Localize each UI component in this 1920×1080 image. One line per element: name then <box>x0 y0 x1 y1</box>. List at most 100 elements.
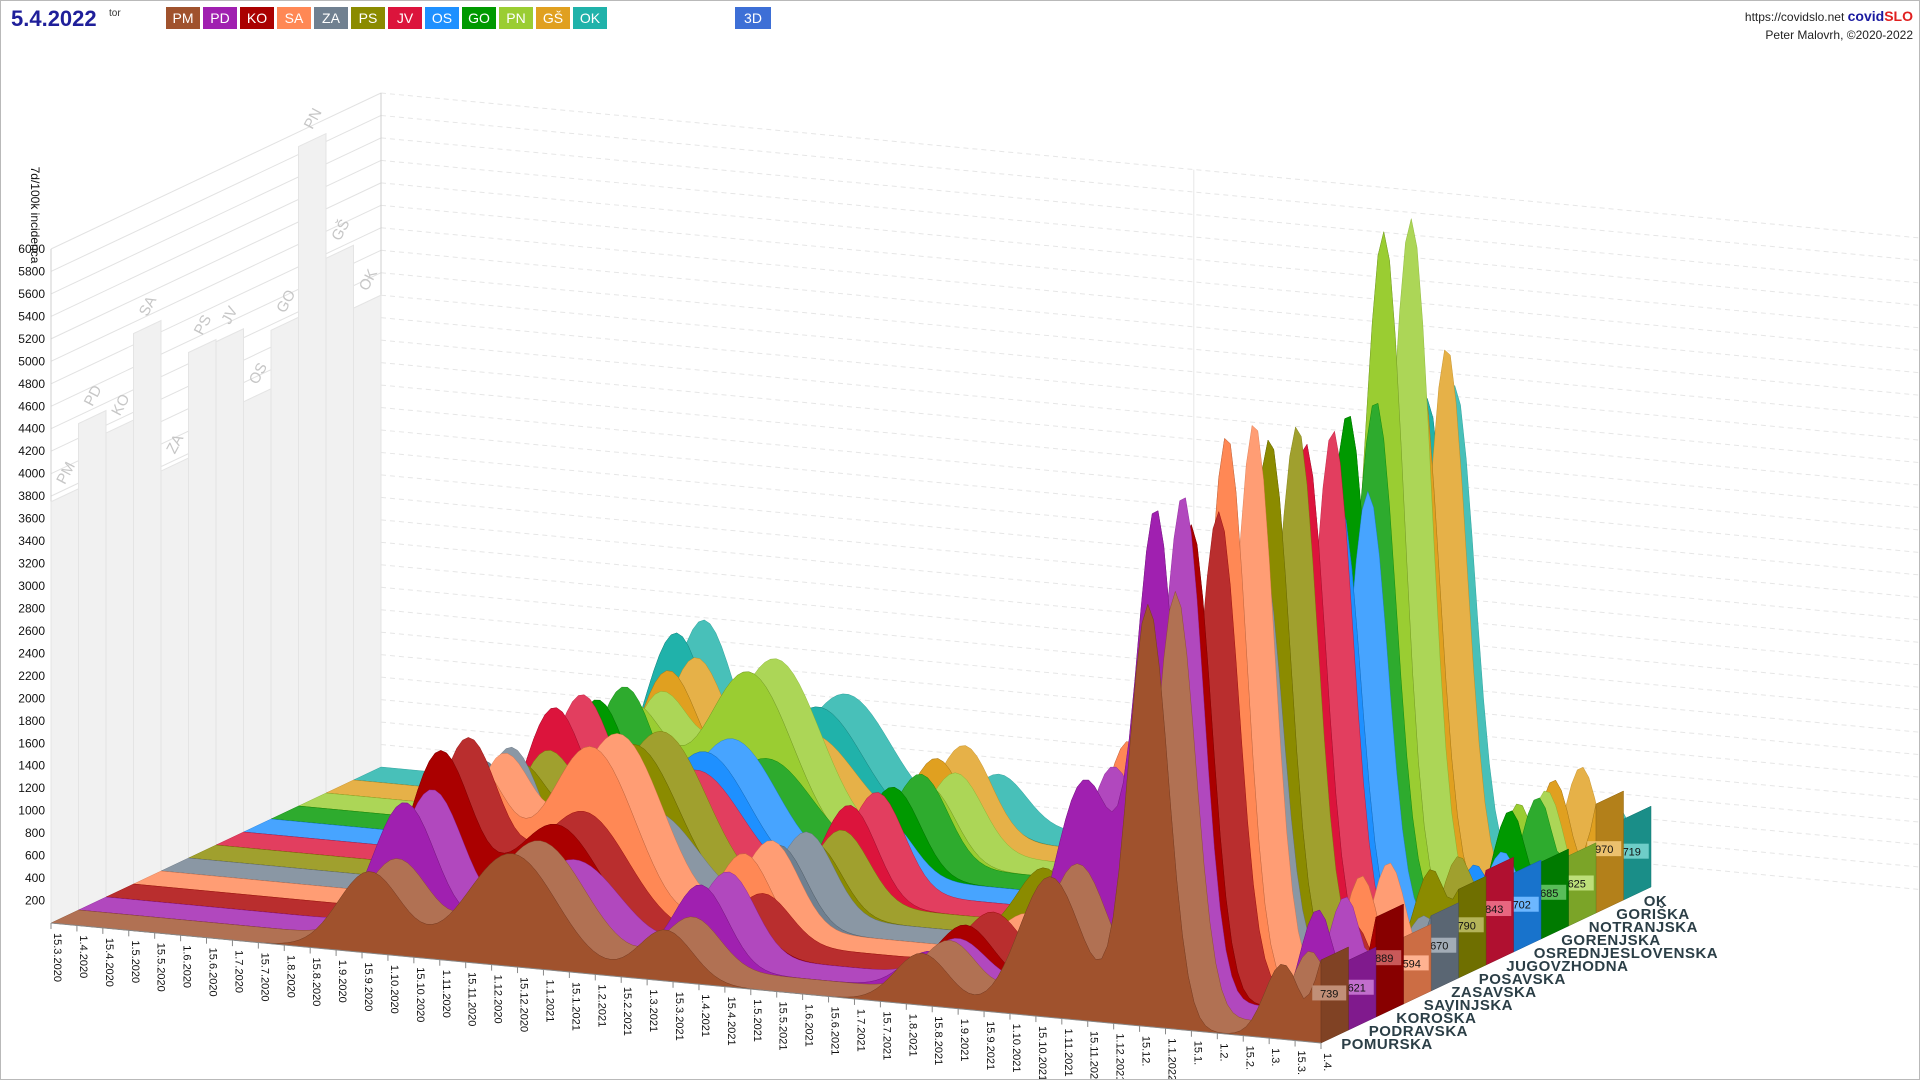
x-tick-label-38: 15.10.2021 <box>1036 1026 1048 1079</box>
brand-logo: covidSLO <box>1848 8 1913 24</box>
value-tag-bg-PM <box>1312 985 1347 1001</box>
wall-column-OK <box>353 294 382 781</box>
region-button-2[interactable]: KO <box>240 7 274 29</box>
x-tick-label-39: 1.11.2021 <box>1062 1029 1074 1077</box>
value-tag-GŠ: 970 <box>1595 844 1613 856</box>
x-tick-label-6: 15.6.2020 <box>207 948 219 997</box>
x-tick-label-0: 15.3.2020 <box>51 933 63 982</box>
x-tick-label-44: 15.1. <box>1191 1041 1203 1065</box>
value-tag-ZA: 670 <box>1430 941 1448 953</box>
axis-layer: 200 400 600 800 1000 1200 1400 1600 1800 2000 2200… <box>18 167 1333 1079</box>
x-tick-label-47: 1.3. <box>1269 1048 1281 1066</box>
x-tick-label-20: 15.1.2021 <box>569 982 581 1031</box>
y-tick-label-26: 5400 <box>18 309 45 323</box>
wall-column-PM <box>50 487 79 924</box>
y-tick-label-6: 1400 <box>18 759 45 773</box>
value-tag-OS: 702 <box>1513 900 1531 912</box>
region-button-3[interactable]: SA <box>277 7 311 29</box>
label-layer: OKGORIŠKANOTRANJSKAGORENJSKAOSREDNJESLOV… <box>1341 893 1717 1053</box>
value-tag-PS: 790 <box>1458 920 1476 932</box>
wall-label-ZA: ZA <box>163 432 187 457</box>
y-tick-label-23: 4800 <box>18 377 45 391</box>
y-axis-title: 7d/100k incidenca <box>28 167 42 264</box>
back-wall-gridline-14 <box>380 429 1919 576</box>
x-tick-label-32: 15.7.2021 <box>880 1011 892 1060</box>
x-tick-label-3: 1.5.2020 <box>129 940 141 983</box>
region-button-8[interactable]: GO <box>462 7 496 29</box>
x-tick-label-9: 1.8.2020 <box>284 955 296 998</box>
left-wall-gridline-29 <box>50 92 382 250</box>
x-tick-label-48: 15.3. <box>1295 1051 1307 1075</box>
region-label-SA: SAVINJSKA <box>1424 997 1513 1014</box>
region-label-JV: JUGOVZHODNA <box>1506 958 1628 975</box>
value-tag-KO: 889 <box>1375 953 1393 965</box>
x-axis-line <box>50 922 1322 1044</box>
x-tick-label-34: 15.8.2021 <box>932 1016 944 1065</box>
wall-label-OS: OS <box>246 360 271 387</box>
region-button-0[interactable]: PM <box>166 7 200 29</box>
region-label-GŠ: GORIŠKA <box>1616 905 1690 923</box>
value-tag-JV: 843 <box>1485 904 1503 916</box>
back-wall-gridline-16 <box>380 384 1919 531</box>
x-tick-label-25: 1.4.2021 <box>699 994 711 1037</box>
y-tick-label-9: 2000 <box>18 691 45 705</box>
back-wall-gridline-22 <box>380 249 1919 396</box>
back-wall-gridline-29 <box>380 92 1919 239</box>
region-label-KO: KOROŠKA <box>1396 1009 1476 1027</box>
region-button-7[interactable]: OS <box>425 7 459 29</box>
x-tick-label-22: 15.2.2021 <box>621 987 633 1036</box>
author-credit: Peter Malovrh, ©2020-2022 <box>1765 28 1913 42</box>
wall-column-PS <box>188 338 217 859</box>
series-PM: 739 <box>50 590 1349 1044</box>
region-button-9[interactable]: PN <box>499 7 533 29</box>
back-wall-gridline-18 <box>380 339 1919 486</box>
back-wall-gridline-20 <box>380 294 1919 441</box>
value-tag-GO: 685 <box>1540 888 1558 900</box>
y-tick-label-28: 5800 <box>18 264 45 278</box>
back-wall-gridline-26 <box>380 159 1919 306</box>
x-tick-label-28: 15.5.2021 <box>777 1002 789 1051</box>
y-tick-label-27: 5600 <box>18 287 45 301</box>
x-tick-label-19: 1.1.2021 <box>543 980 555 1023</box>
back-wall-gridline-19 <box>380 317 1919 464</box>
region-button-6[interactable]: JV <box>388 7 422 29</box>
y-tick-label-29: 6000 <box>18 242 45 256</box>
y-tick-label-12: 2600 <box>18 624 45 638</box>
y-tick-label-13: 2800 <box>18 601 45 615</box>
3d-mode-button[interactable]: 3D <box>735 7 771 29</box>
back-wall-gridline-17 <box>380 362 1919 508</box>
y-tick-label-0: 200 <box>25 894 45 908</box>
x-tick-label-27: 1.5.2021 <box>751 999 763 1042</box>
y-tick-label-21: 4400 <box>18 422 45 436</box>
back-wall-gridline-21 <box>380 272 1919 419</box>
region-button-1[interactable]: PD <box>203 7 237 29</box>
region-button-5[interactable]: PS <box>351 7 385 29</box>
x-tick-label-41: 1.12.2021 <box>1114 1033 1126 1079</box>
y-tick-label-5: 1200 <box>18 781 45 795</box>
value-tag-PM: 739 <box>1320 988 1338 1000</box>
region-button-4[interactable]: ZA <box>314 7 348 29</box>
region-button-11[interactable]: OK <box>573 7 607 29</box>
x-tick-label-42: 15.12. <box>1140 1036 1152 1067</box>
region-label-PD: PODRAVSKA <box>1369 1023 1468 1040</box>
x-tick-label-40: 15.11.2021 <box>1088 1031 1100 1079</box>
y-tick-label-1: 400 <box>25 871 45 885</box>
wall-column-SA <box>133 319 162 885</box>
site-link[interactable]: https://covidslo.net <box>1744 10 1845 24</box>
x-tick-label-46: 15.2. <box>1243 1046 1255 1070</box>
wall-column-ZA <box>160 457 189 872</box>
x-tick-label-21: 1.2.2021 <box>595 984 607 1027</box>
left-wall-gridline-28 <box>50 115 382 272</box>
region-button-10[interactable]: GŠ <box>536 7 570 29</box>
wall-label-PM: PM <box>53 459 79 487</box>
wall-label-JV: JV <box>218 304 241 327</box>
x-tick-label-16: 15.11.2020 <box>466 972 478 1026</box>
x-tick-label-31: 1.7.2021 <box>854 1009 866 1052</box>
x-tick-label-33: 1.8.2021 <box>906 1014 918 1057</box>
back-wall-gridline-25 <box>380 182 1919 329</box>
y-tick-label-10: 2200 <box>18 669 45 683</box>
wall-column-JV <box>215 327 244 846</box>
x-tick-label-13: 1.10.2020 <box>388 965 400 1014</box>
x-tick-label-49: 1.4. <box>1321 1053 1333 1071</box>
